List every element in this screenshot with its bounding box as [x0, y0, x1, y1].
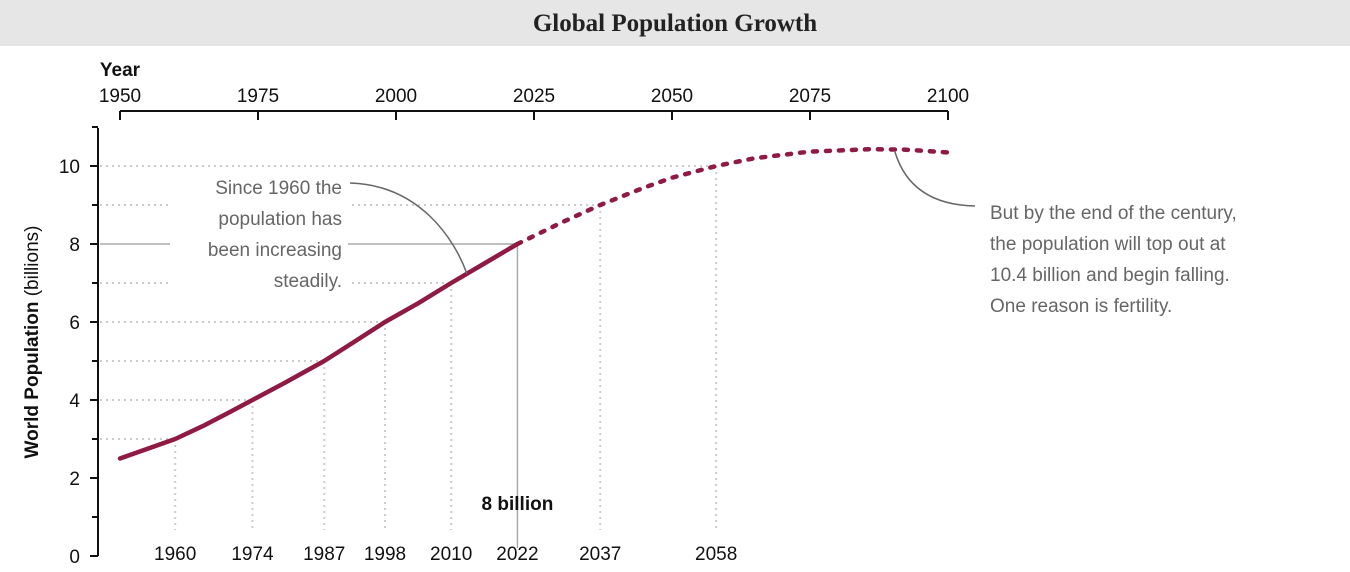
annotation-right-line: the population will top out at [990, 234, 1226, 255]
milestone-label: 2037 [579, 544, 621, 565]
y-tick-label: 8 [69, 235, 80, 256]
milestone-label: 1987 [303, 544, 345, 565]
current-population-label: 8 billion [482, 494, 554, 515]
x-tick-label: 2075 [789, 86, 831, 107]
y-axis-label: World Population (billions) [22, 226, 43, 459]
annotation-right-line: 10.4 billion and begin falling. [990, 265, 1230, 286]
x-tick-label: 2000 [375, 86, 417, 107]
projection-line [515, 146, 951, 247]
milestone-label: 2058 [695, 544, 737, 565]
x-tick-label: 2050 [651, 86, 693, 107]
milestone-label: 2010 [430, 544, 472, 565]
annotation-left-line: been increasing [208, 240, 342, 261]
y-tick-label: 0 [69, 547, 80, 568]
annotation-right-line: But by the end of the century, [990, 203, 1237, 224]
milestone-label: 1960 [154, 544, 196, 565]
annotation-left-line: steadily. [274, 271, 342, 292]
annotation-leader-right [894, 151, 976, 207]
y-tick-label: 2 [69, 469, 80, 490]
milestone-label: 1998 [364, 544, 406, 565]
chart-title: Global Population Growth [0, 0, 1350, 46]
x-tick-label: 2100 [927, 86, 969, 107]
x-axis-label: Year [100, 60, 141, 81]
milestone-label: 1974 [231, 544, 274, 565]
y-tick-label: 6 [69, 313, 80, 334]
y-tick-label: 10 [59, 157, 80, 178]
y-tick-label: 4 [69, 391, 80, 412]
annotation-leader-left [349, 182, 468, 275]
annotation-left-line: Since 1960 the [215, 178, 342, 199]
x-tick-label: 2025 [513, 86, 555, 107]
annotation-left-line: population has [218, 209, 342, 230]
annotation-background [170, 170, 348, 295]
x-tick-label: 1975 [237, 86, 279, 107]
milestone-label: 2022 [496, 544, 538, 565]
x-tick-label: 1950 [99, 86, 141, 107]
annotation-right-line: One reason is fertility. [990, 296, 1172, 317]
historical-line [117, 241, 520, 461]
